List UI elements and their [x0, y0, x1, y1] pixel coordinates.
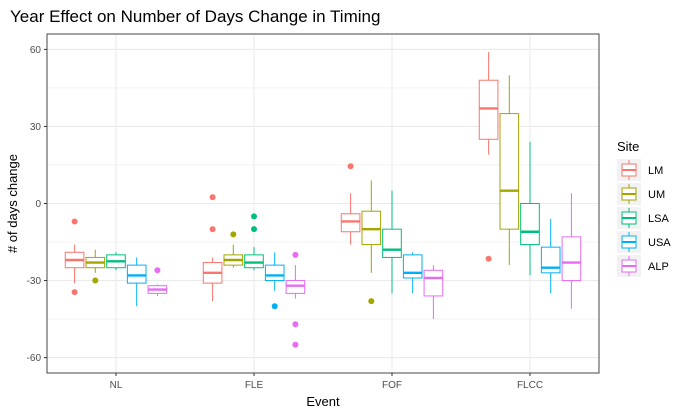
box — [540, 246, 561, 274]
box — [402, 254, 423, 279]
x-tick-label: FLE — [245, 380, 264, 391]
box-um-flcc — [499, 75, 520, 266]
x-axis-title: Event — [306, 394, 340, 409]
legend-label-usa: USA — [648, 237, 671, 249]
box-um-fle — [223, 231, 244, 268]
outlier-point — [71, 289, 78, 296]
box-layer — [64, 51, 582, 348]
legend-item-lsa: LSA — [617, 207, 669, 229]
box — [478, 79, 499, 140]
outlier-point — [292, 341, 299, 348]
series-usa — [126, 218, 561, 310]
legend-item-lm: LM — [617, 159, 663, 181]
box — [382, 228, 402, 258]
legend-title: Site — [617, 139, 639, 154]
x-tick-label: NL — [110, 380, 123, 391]
box — [361, 210, 382, 246]
box-alp-nl — [147, 267, 168, 296]
box — [264, 264, 285, 282]
y-tick-label: 30 — [30, 122, 42, 133]
box-usa-nl — [126, 257, 147, 307]
box-usa-flcc — [540, 218, 561, 294]
box-lm-flcc — [478, 51, 499, 262]
y-tick-label: 0 — [35, 199, 41, 210]
box — [423, 269, 444, 297]
box-alp-fle — [285, 251, 306, 348]
box — [126, 264, 147, 284]
legend-label-alp: ALP — [648, 261, 669, 273]
box-lm-nl — [64, 218, 85, 296]
y-axis-title: # of days change — [5, 154, 20, 253]
series-lm — [64, 51, 499, 302]
box-lm-fle — [202, 194, 223, 302]
legend-label-um: UM — [648, 189, 665, 201]
legend-item-alp: ALP — [617, 255, 669, 277]
legend-label-lm: LM — [648, 165, 663, 177]
box-lsa-nl — [106, 252, 126, 271]
legend-label-lsa: LSA — [648, 213, 669, 225]
box — [520, 203, 540, 246]
chart-title: Year Effect on Number of Days Change in … — [10, 7, 380, 26]
y-tick-label: -60 — [27, 353, 42, 364]
legend-item-um: UM — [617, 183, 665, 205]
x-tick-label: FLCC — [517, 380, 543, 391]
outlier-point — [92, 277, 99, 284]
outlier-point — [230, 231, 237, 238]
legend-item-usa: USA — [617, 231, 671, 253]
box-usa-fof — [402, 252, 423, 294]
outlier-point — [71, 218, 78, 225]
box — [499, 113, 520, 230]
box — [244, 254, 264, 269]
box — [561, 236, 582, 282]
box-lsa-fof — [382, 190, 402, 294]
outlier-point — [368, 298, 375, 305]
series-lsa — [106, 141, 540, 294]
box-lsa-flcc — [520, 141, 540, 276]
outlier-point — [209, 226, 216, 233]
box-um-fof — [361, 180, 382, 305]
box-lm-fof — [340, 163, 361, 245]
box — [285, 280, 306, 294]
outlier-point — [271, 303, 278, 310]
outlier-point — [209, 194, 216, 201]
outlier-point — [485, 255, 492, 262]
y-tick-label: -30 — [27, 276, 42, 287]
series-alp — [147, 193, 582, 348]
series-um — [85, 75, 520, 305]
y-tick-label: 60 — [30, 45, 42, 56]
outlier-point — [251, 213, 257, 220]
box-usa-fle — [264, 252, 285, 310]
axes: -60 -30 0 30 60 NL FLE FOF FLCC — [27, 33, 600, 391]
box-lsa-fle — [244, 213, 264, 271]
box-alp-fof — [423, 265, 444, 320]
x-tick-label: FOF — [382, 380, 402, 391]
outlier-point — [347, 163, 354, 170]
box-alp-flcc — [561, 193, 582, 309]
legend: Site LM UM LSA USA ALP — [617, 139, 671, 277]
outlier-point — [292, 251, 299, 258]
outlier-point — [251, 226, 257, 233]
box — [340, 213, 361, 233]
outlier-point — [292, 321, 299, 328]
outlier-point — [154, 267, 161, 274]
box-um-nl — [85, 249, 106, 284]
